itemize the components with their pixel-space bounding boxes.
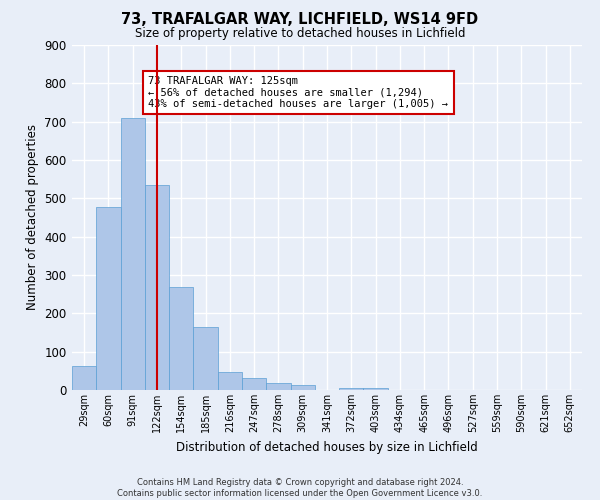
Text: 73 TRAFALGAR WAY: 125sqm
← 56% of detached houses are smaller (1,294)
43% of sem: 73 TRAFALGAR WAY: 125sqm ← 56% of detach… (149, 76, 449, 110)
X-axis label: Distribution of detached houses by size in Lichfield: Distribution of detached houses by size … (176, 440, 478, 454)
Bar (266, 384, 290, 390)
Bar (242, 378, 266, 390)
Bar (96, 207, 121, 390)
Text: 73, TRAFALGAR WAY, LICHFIELD, WS14 9FD: 73, TRAFALGAR WAY, LICHFIELD, WS14 9FD (121, 12, 479, 28)
Bar (169, 286, 193, 390)
Y-axis label: Number of detached properties: Number of detached properties (26, 124, 38, 310)
Text: Size of property relative to detached houses in Lichfield: Size of property relative to detached ho… (135, 28, 465, 40)
Bar (145, 184, 169, 390)
Bar (218, 372, 242, 390)
Bar (290, 386, 315, 390)
Bar (72, 366, 96, 390)
Bar (121, 118, 145, 390)
Bar (193, 327, 218, 390)
Text: Contains HM Land Registry data © Crown copyright and database right 2024.
Contai: Contains HM Land Registry data © Crown c… (118, 478, 482, 498)
Bar (364, 388, 388, 390)
Bar (339, 388, 364, 390)
